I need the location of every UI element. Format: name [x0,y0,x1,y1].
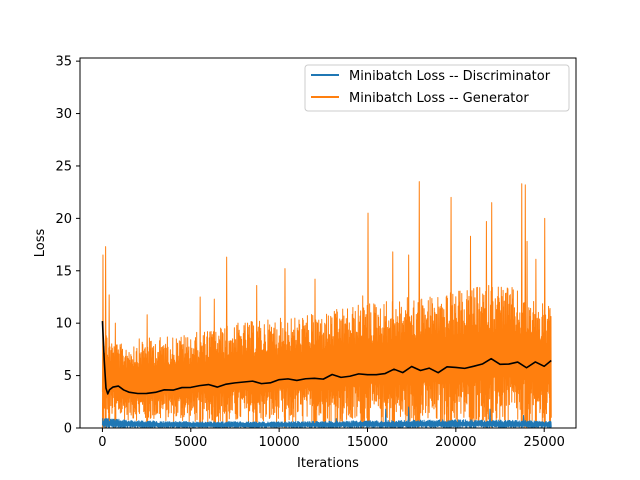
y-tick-label: 10 [55,317,72,332]
y-axis-label: Loss [33,229,48,258]
x-tick-label: 5000 [174,435,207,450]
y-axis-ticks: 0 5 10 15 20 25 30 35 [55,55,80,437]
x-axis-label: Iterations [297,456,359,471]
discriminator-loss-line [101,406,552,428]
x-tick-label: 25000 [524,435,565,450]
generator-loss-line [101,181,552,428]
y-tick-label: 15 [55,264,72,279]
moving-average-line [101,321,552,395]
legend-label-generator: Minibatch Loss -- Generator [349,91,529,106]
y-tick-label: 5 [64,369,72,384]
series-layer [101,181,552,428]
x-axis-ticks: 0 5000 10000 15000 20000 25000 [98,428,565,450]
legend-box [304,64,570,112]
legend: Minibatch Loss -- Discriminator Minibatc… [304,64,570,112]
x-tick-label: 20000 [435,435,476,450]
y-tick-label: 30 [55,107,72,122]
x-tick-label: 10000 [258,435,299,450]
x-tick-label: 15000 [347,435,388,450]
y-tick-label: 0 [64,422,72,437]
y-tick-label: 20 [55,212,72,227]
y-tick-label: 25 [55,159,72,174]
y-tick-label: 35 [55,55,72,70]
legend-label-discriminator: Minibatch Loss -- Discriminator [349,69,551,84]
plot-frame [79,57,577,429]
x-tick-label: 0 [98,435,106,450]
